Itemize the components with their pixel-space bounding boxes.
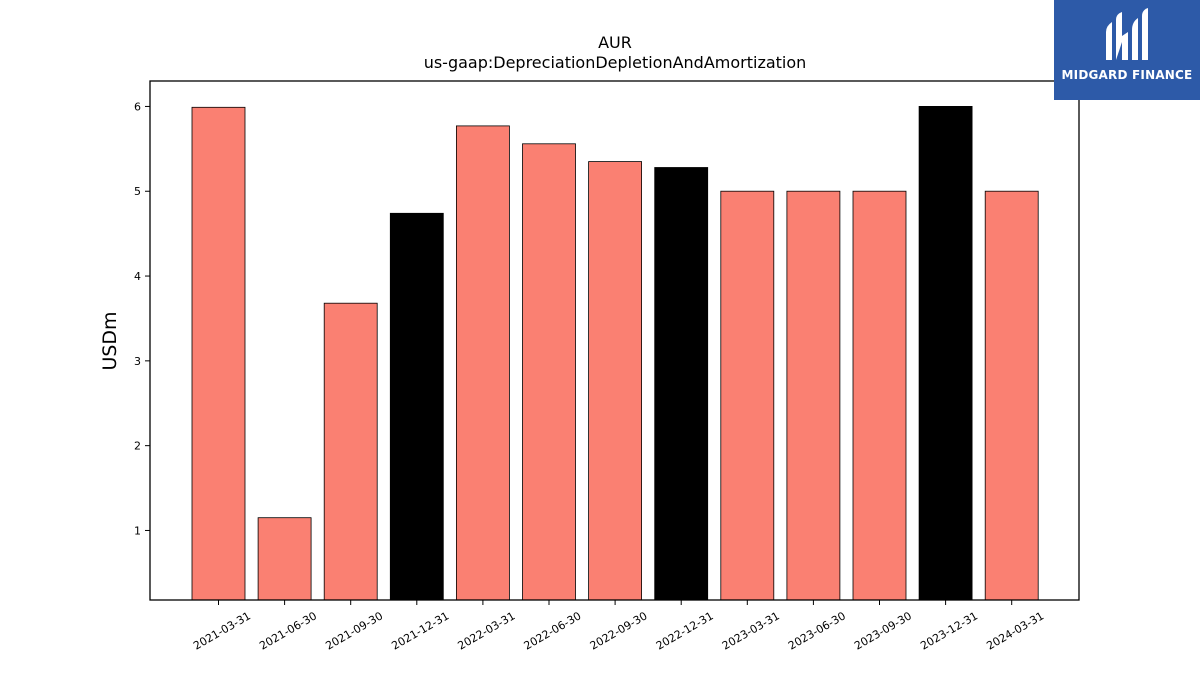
x-tick-label: 2021-06-30 [257, 609, 319, 652]
bar-2021-03-31 [191, 106, 246, 601]
bar-2022-12-31 [654, 167, 709, 601]
x-tick-label: 2023-12-31 [918, 609, 980, 652]
x-tick-label: 2022-09-30 [588, 609, 650, 652]
x-tick-label: 2021-12-31 [389, 609, 451, 652]
bar-2023-09-30 [852, 190, 907, 601]
bar-2024-03-31 [984, 190, 1039, 601]
bar-2023-12-31 [918, 106, 973, 601]
x-tick-label: 2023-06-30 [786, 609, 848, 652]
bar-2021-06-30 [257, 517, 312, 601]
chart-title: AUR [598, 33, 632, 52]
bar-2021-09-30 [323, 302, 378, 601]
x-tick-label: 2021-09-30 [323, 609, 385, 652]
brand-logo: MIDGARD FINANCE [1054, 0, 1200, 100]
brand-name: MIDGARD FINANCE [1061, 68, 1193, 82]
x-tick-label: 2021-03-31 [191, 609, 253, 652]
bar-2022-09-30 [588, 161, 642, 601]
bar-2023-03-31 [720, 190, 775, 601]
x-tick-label: 2023-03-31 [720, 609, 782, 652]
y-tick-label: 1 [134, 524, 141, 537]
x-tick-label: 2023-09-30 [852, 609, 914, 652]
midgard-logo-icon [1106, 8, 1148, 60]
x-tick-label: 2022-03-31 [456, 609, 518, 652]
x-axis: 2021-03-31 2021-06-30 2021-09-30 2021-12-31… [191, 600, 1046, 653]
y-tick-label: 5 [134, 185, 141, 198]
bar-2023-06-30 [786, 190, 841, 601]
bar-2022-06-30 [522, 143, 576, 601]
chart-subtitle: us-gaap:DepreciationDepletionAndAmortiza… [424, 53, 807, 72]
y-tick-label: 2 [134, 440, 141, 453]
bars-group [191, 106, 1039, 601]
plot-frame [149, 80, 1080, 601]
x-tick-label: 2022-12-31 [654, 609, 716, 652]
y-axis-label: USDm [99, 311, 121, 370]
bar-2021-12-31 [389, 212, 444, 601]
bar-2022-03-31 [455, 125, 510, 601]
y-tick-label: 6 [134, 100, 141, 113]
y-tick-label: 3 [134, 355, 141, 368]
x-tick-label: 2024-03-31 [984, 609, 1046, 652]
x-tick-label: 2022-06-30 [522, 609, 584, 652]
y-tick-label: 4 [134, 270, 141, 283]
y-axis: 1 2 3 4 5 6 [134, 100, 150, 537]
